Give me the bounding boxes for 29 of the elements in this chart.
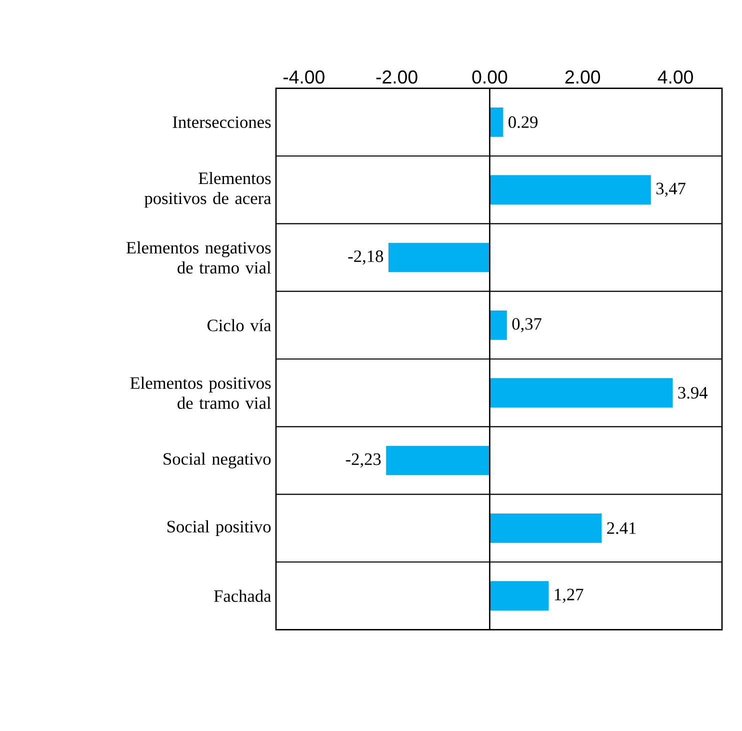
data-label: -2,23: [346, 453, 381, 468]
data-label: 3,47: [656, 182, 686, 197]
y-tick-label: Social positivo: [167, 520, 271, 536]
bar: [386, 446, 490, 476]
data-label: 1,27: [554, 588, 584, 603]
data-label: 2.41: [607, 522, 636, 534]
data-label: 0.29: [508, 116, 538, 128]
x-tick-label: 2.00: [565, 70, 600, 84]
y-tick-label: Elementos negativos de tramo vial: [126, 241, 271, 274]
data-label: 3.94: [678, 386, 708, 399]
y-tick-label: Fachada: [214, 590, 272, 602]
bar: [490, 513, 602, 543]
data-label: -2,18: [348, 250, 384, 265]
bar: [490, 175, 651, 204]
y-tick-label: Intersecciones: [172, 116, 271, 128]
x-tick-label: -2.00: [376, 70, 418, 84]
data-label: 0,37: [512, 318, 542, 332]
x-tick-label: 4.00: [658, 70, 693, 84]
y-tick-label: Social negativo: [164, 452, 271, 468]
bar: [490, 378, 673, 408]
bar: [388, 242, 490, 272]
y-tick-label: Elementos positivos de tramo vial: [130, 376, 271, 409]
bar: [490, 108, 504, 137]
x-tick-label: 0.00: [472, 70, 508, 84]
y-tick-label: Elementos positivos de acera: [144, 172, 272, 208]
bar: [490, 581, 549, 610]
bar: [490, 310, 507, 340]
x-tick-label: -4.00: [283, 70, 324, 84]
y-tick-label: Ciclo vía: [207, 319, 272, 332]
